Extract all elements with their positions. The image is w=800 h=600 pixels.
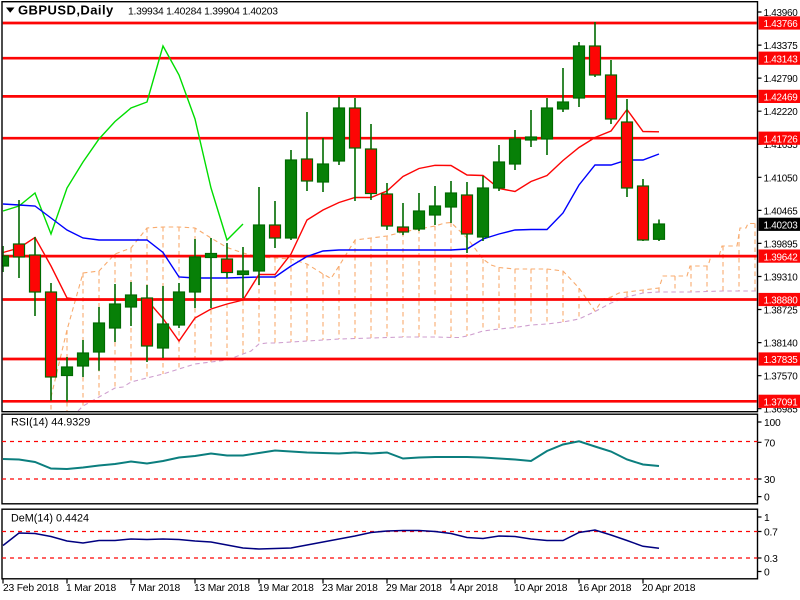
svg-text:70: 70 xyxy=(764,438,776,449)
svg-text:1.42220: 1.42220 xyxy=(764,107,799,118)
svg-text:1.40203: 1.40203 xyxy=(764,221,799,232)
svg-text:1.43766: 1.43766 xyxy=(764,19,799,30)
svg-text:1: 1 xyxy=(764,513,770,524)
svg-text:1.43960: 1.43960 xyxy=(764,8,799,19)
svg-text:16 Apr 2018: 16 Apr 2018 xyxy=(578,583,632,594)
svg-text:20 Apr 2018: 20 Apr 2018 xyxy=(642,583,696,594)
svg-text:1.37835: 1.37835 xyxy=(764,355,799,366)
svg-text:1.39642: 1.39642 xyxy=(764,252,798,263)
svg-text:1.38880: 1.38880 xyxy=(764,296,799,307)
svg-text:1.38140: 1.38140 xyxy=(764,339,799,350)
svg-text:23 Mar 2018: 23 Mar 2018 xyxy=(322,583,378,594)
svg-text:1.36985: 1.36985 xyxy=(764,405,799,416)
svg-text:19 Mar 2018: 19 Mar 2018 xyxy=(258,583,314,594)
svg-text:RSI(14) 44.9329: RSI(14) 44.9329 xyxy=(11,417,90,429)
svg-text:1.39895: 1.39895 xyxy=(764,239,799,250)
svg-text:1.41726: 1.41726 xyxy=(764,134,799,145)
svg-text:23 Feb 2018: 23 Feb 2018 xyxy=(3,583,59,594)
svg-text:1.39310: 1.39310 xyxy=(764,273,799,284)
svg-text:0.3: 0.3 xyxy=(764,554,778,565)
svg-text:0: 0 xyxy=(764,493,770,504)
svg-text:GBPUSD,Daily: GBPUSD,Daily xyxy=(18,3,114,18)
svg-text:1.43143: 1.43143 xyxy=(764,54,799,65)
svg-text:1.43375: 1.43375 xyxy=(764,41,799,52)
svg-text:1.37570: 1.37570 xyxy=(764,372,799,383)
svg-text:0: 0 xyxy=(764,568,770,579)
svg-text:1.42790: 1.42790 xyxy=(764,74,799,85)
svg-text:100: 100 xyxy=(764,418,781,429)
svg-text:1.39934 1.40284 1.39904 1.4020: 1.39934 1.40284 1.39904 1.40203 xyxy=(128,7,278,18)
svg-text:1 Mar 2018: 1 Mar 2018 xyxy=(66,583,117,594)
svg-text:1.41635: 1.41635 xyxy=(764,140,799,151)
svg-text:10 Apr 2018: 10 Apr 2018 xyxy=(514,583,568,594)
svg-text:7 Mar 2018: 7 Mar 2018 xyxy=(130,583,181,594)
svg-text:DeM(14) 0.4424: DeM(14) 0.4424 xyxy=(11,513,89,525)
svg-text:1.41050: 1.41050 xyxy=(764,173,799,184)
svg-text:1.40465: 1.40465 xyxy=(764,206,799,217)
svg-text:30: 30 xyxy=(764,475,776,486)
svg-text:0.7: 0.7 xyxy=(764,528,778,539)
svg-text:1.37091: 1.37091 xyxy=(764,398,799,409)
svg-text:29 Mar 2018: 29 Mar 2018 xyxy=(386,583,442,594)
svg-text:1.42469: 1.42469 xyxy=(764,93,799,104)
svg-text:1.38725: 1.38725 xyxy=(764,306,799,317)
svg-text:4 Apr 2018: 4 Apr 2018 xyxy=(450,583,498,594)
svg-text:13 Mar 2018: 13 Mar 2018 xyxy=(194,583,250,594)
